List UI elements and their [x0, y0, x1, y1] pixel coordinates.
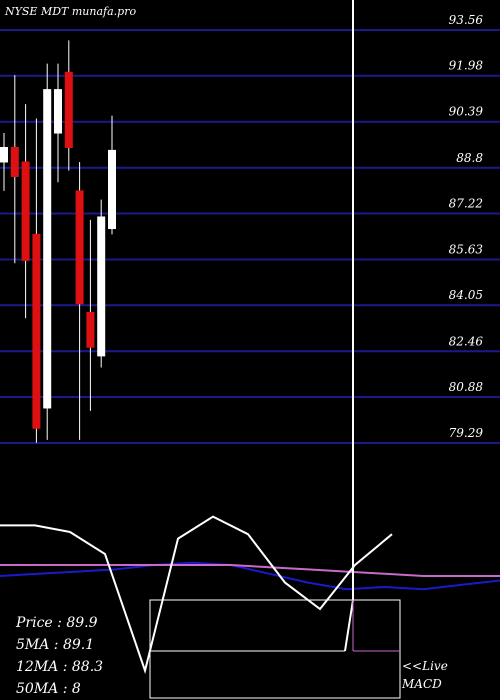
ma12-value: 12MA : 88.3 — [16, 659, 104, 675]
y-tick-label: 90.39 — [449, 105, 484, 119]
y-tick-label: 79.29 — [449, 426, 484, 440]
candle-body — [10, 147, 19, 177]
y-tick-label: 88.8 — [456, 151, 483, 165]
price-gridlines — [0, 29, 500, 444]
y-tick-label: 85.63 — [449, 243, 484, 257]
chart-title: NYSE MDT munafa.pro — [4, 5, 136, 18]
y-tick-label: 93.56 — [449, 13, 484, 27]
candlestick-series — [0, 40, 116, 443]
macd-blue-line — [0, 561, 500, 591]
candle — [10, 75, 19, 264]
price-summary: Price : 89.9 5MA : 89.1 12MA : 88.3 50MA… — [16, 612, 136, 700]
candle — [43, 63, 52, 440]
ma5-value: 5MA : 89.1 — [16, 637, 95, 653]
candle — [97, 199, 106, 368]
macd-spike-line — [344, 599, 354, 652]
candle — [21, 104, 30, 319]
y-tick-label: 87.22 — [449, 196, 483, 210]
candle — [108, 115, 116, 235]
candle — [32, 118, 41, 443]
candle-body — [32, 233, 41, 429]
candle-body — [54, 89, 62, 134]
candle-body — [86, 311, 95, 348]
price-axis-labels: 93.56 91.98 90.39 88.8 87.22 85.63 84.05 82.46 8… — [449, 13, 484, 440]
candle-body — [108, 149, 116, 230]
y-tick-label: 82.46 — [449, 334, 484, 348]
candle-body — [0, 147, 8, 163]
candle — [75, 161, 84, 440]
candle-body — [43, 89, 52, 409]
macd-signal-line — [0, 564, 500, 577]
macd-panel — [0, 515, 500, 675]
candle-body — [75, 190, 84, 305]
y-tick-label: 84.05 — [449, 288, 483, 302]
y-tick-label: 80.88 — [449, 380, 484, 394]
y-tick-label: 91.98 — [449, 59, 484, 73]
candle-body — [21, 161, 30, 261]
macd-title-label: MACD — [401, 677, 442, 691]
macd-line — [0, 515, 393, 675]
candle-body — [64, 71, 73, 149]
candle-body — [97, 216, 106, 357]
candle — [64, 40, 73, 171]
price-value: Price : 89.9 — [16, 615, 98, 631]
ma50-value: 50MA : 8 — [16, 681, 81, 697]
candle — [86, 219, 95, 411]
macd-box — [149, 599, 401, 699]
candle — [0, 133, 8, 191]
candle — [54, 63, 62, 183]
macd-live-label: <<Live — [402, 659, 448, 673]
